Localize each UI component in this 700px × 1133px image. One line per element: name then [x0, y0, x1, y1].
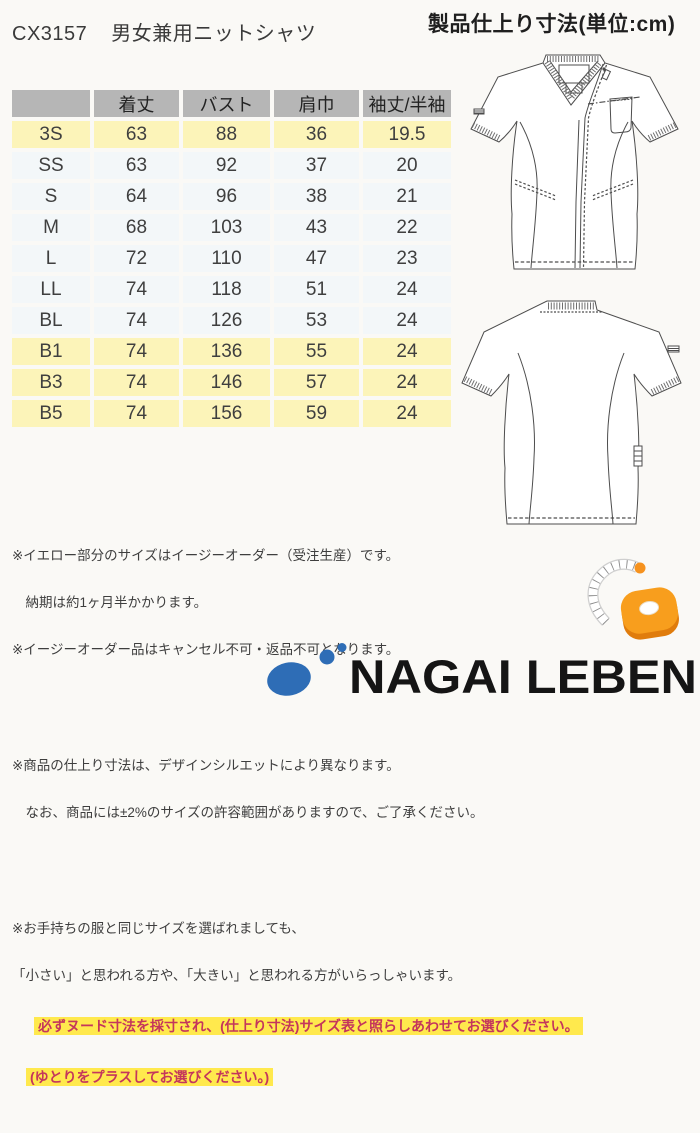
- brand-logo: NAGAI LEBEN: [256, 636, 700, 698]
- logo-text: NAGAI LEBEN: [349, 650, 697, 698]
- value-cell: 63: [94, 121, 179, 148]
- note-block-sizing-advice: ※お手持ちの服と同じサイズを選ばれましても、 「小さい」と思われる方や、「大きい…: [12, 890, 583, 1117]
- value-cell: 74: [94, 400, 179, 427]
- value-cell: 126: [183, 307, 270, 334]
- value-cell: 21: [363, 183, 451, 210]
- zipper-pull-icon: [601, 67, 612, 81]
- value-cell: 64: [94, 183, 179, 210]
- shirt-back-flat-drawing: [452, 298, 690, 533]
- value-cell: 72: [94, 245, 179, 272]
- shirt-front-flat-drawing: [458, 52, 690, 282]
- value-cell: 24: [363, 276, 451, 303]
- note-line: 「小さい」と思われる方や、「大きい」と思われる方がいらっしゃいます。: [12, 967, 462, 983]
- value-cell: 43: [274, 214, 359, 241]
- value-cell: 146: [183, 369, 270, 396]
- value-cell: 53: [274, 307, 359, 334]
- size-cell: B5: [12, 400, 90, 427]
- note-block-easy-order: ※イエロー部分のサイズはイージーオーダー（受注生産）です。 納期は約1ヶ月半かか…: [12, 517, 583, 689]
- value-cell: 57: [274, 369, 359, 396]
- value-cell: 88: [183, 121, 270, 148]
- value-cell: 24: [363, 369, 451, 396]
- size-cell: M: [12, 214, 90, 241]
- value-cell: 156: [183, 400, 270, 427]
- value-cell: 20: [363, 152, 451, 179]
- size-cell: BL: [12, 307, 90, 334]
- value-cell: 23: [363, 245, 451, 272]
- sleeve-tag-icon: [473, 108, 485, 115]
- value-cell: 24: [363, 338, 451, 365]
- side-tag-icon: [633, 445, 643, 467]
- value-cell: 74: [94, 276, 179, 303]
- notes: ※イエロー部分のサイズはイージーオーダー（受注生産）です。 納期は約1ヶ月半かか…: [12, 486, 583, 1133]
- value-cell: 136: [183, 338, 270, 365]
- value-cell: 51: [274, 276, 359, 303]
- size-cell: 3S: [12, 121, 90, 148]
- value-cell: 96: [183, 183, 270, 210]
- size-cell: B1: [12, 338, 90, 365]
- size-cell: LL: [12, 276, 90, 303]
- value-cell: 110: [183, 245, 270, 272]
- size-cell: L: [12, 245, 90, 272]
- product-code: CX3157: [12, 23, 88, 45]
- col-header-sleeve: 袖丈/半袖: [363, 90, 451, 117]
- note-line: ※イージーオーダー品はキャンセル不可・返品不可となります。: [12, 641, 400, 657]
- note-line: ※イエロー部分のサイズはイージーオーダー（受注生産）です。: [12, 548, 400, 564]
- size-cell: SS: [12, 152, 90, 179]
- note-line: なお、商品には±2%のサイズの許容範囲がありますので、ご了承ください。: [12, 804, 484, 820]
- col-header-length: 着丈: [94, 90, 179, 117]
- value-cell: 37: [274, 152, 359, 179]
- sleeve-tag-icon: [667, 345, 680, 353]
- note-line: 納期は約1ヶ月半かかります。: [12, 595, 208, 611]
- value-cell: 63: [94, 152, 179, 179]
- value-cell: 74: [94, 338, 179, 365]
- highlighted-note: (ゆとりをプラスしてお選びください。): [26, 1067, 274, 1086]
- value-cell: 55: [274, 338, 359, 365]
- value-cell: 59: [274, 400, 359, 427]
- size-cell: B3: [12, 369, 90, 396]
- value-cell: 24: [363, 400, 451, 427]
- logo-dots-icon: [267, 643, 347, 696]
- value-cell: 118: [183, 276, 270, 303]
- spec-title: 製品仕上り寸法(単位:cm): [428, 13, 676, 36]
- value-cell: 36: [274, 121, 359, 148]
- size-cell: S: [12, 183, 90, 210]
- value-cell: 74: [94, 369, 179, 396]
- value-cell: 103: [183, 214, 270, 241]
- value-cell: 22: [363, 214, 451, 241]
- highlighted-note: 必ずヌード寸法を採寸され、(仕上り寸法)サイズ表と照らしあわせてお選びください。: [34, 1016, 583, 1035]
- value-cell: 47: [274, 245, 359, 272]
- col-header-bust: バスト: [183, 90, 270, 117]
- page-title: CX3157 男女兼用ニットシャツ: [12, 17, 316, 46]
- measuring-tape-icon: [584, 558, 688, 646]
- value-cell: 19.5: [363, 121, 451, 148]
- size-table: 着丈 バスト 肩巾 袖丈/半袖 3S 63 88 36 19.5 SS 63 9…: [12, 90, 451, 427]
- value-cell: 68: [94, 214, 179, 241]
- note-line: ※商品の仕上り寸法は、デザインシルエットにより異なります。: [12, 758, 400, 774]
- value-cell: 92: [183, 152, 270, 179]
- value-cell: 74: [94, 307, 179, 334]
- value-cell: 24: [363, 307, 451, 334]
- col-header-shoulder: 肩巾: [274, 90, 359, 117]
- col-header-size: [12, 90, 90, 117]
- note-block-tolerance: ※商品の仕上り寸法は、デザインシルエットにより異なります。 なお、商品には±2%…: [12, 727, 583, 852]
- value-cell: 38: [274, 183, 359, 210]
- note-line: ※お手持ちの服と同じサイズを選ばれましても、: [12, 921, 305, 937]
- product-name: 男女兼用ニットシャツ: [111, 23, 317, 45]
